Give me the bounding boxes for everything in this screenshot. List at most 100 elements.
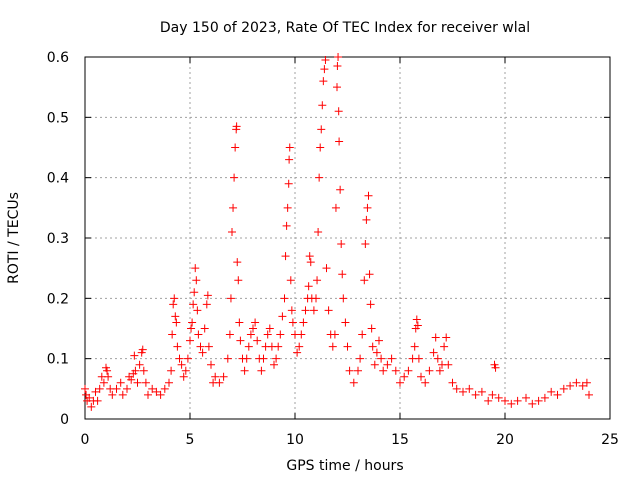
data-point bbox=[337, 240, 346, 249]
data-point bbox=[425, 366, 434, 375]
data-point bbox=[433, 354, 442, 363]
data-point bbox=[95, 384, 104, 393]
data-point bbox=[585, 390, 593, 399]
data-point bbox=[167, 366, 176, 375]
data-point bbox=[281, 252, 290, 261]
data-point bbox=[253, 336, 262, 345]
data-point bbox=[313, 276, 322, 285]
data-point bbox=[566, 381, 575, 390]
data-point bbox=[448, 378, 457, 387]
data-point bbox=[168, 330, 177, 339]
y-axis-ticks: 0 0.1 0.2 0.3 0.4 0.5 0.6 bbox=[47, 50, 610, 428]
data-point bbox=[375, 336, 383, 345]
data-point bbox=[87, 402, 96, 411]
data-point bbox=[540, 393, 549, 402]
x-tick-label: 25 bbox=[601, 432, 619, 448]
data-point bbox=[334, 53, 343, 61]
data-point bbox=[477, 387, 486, 396]
x-tick-label: 0 bbox=[81, 432, 90, 448]
data-point bbox=[91, 387, 100, 396]
data-point bbox=[219, 372, 228, 381]
data-point bbox=[144, 390, 152, 399]
data-point bbox=[410, 342, 419, 351]
data-point bbox=[141, 378, 150, 387]
data-point bbox=[400, 372, 409, 381]
data-point bbox=[133, 378, 142, 387]
data-point bbox=[183, 354, 192, 363]
data-point bbox=[135, 360, 144, 369]
data-point bbox=[333, 83, 341, 92]
data-point bbox=[225, 330, 234, 339]
data-point bbox=[284, 179, 293, 188]
data-point bbox=[364, 191, 373, 200]
data-point bbox=[331, 203, 340, 212]
data-point bbox=[242, 354, 251, 363]
data-point bbox=[274, 342, 283, 351]
data-point bbox=[559, 384, 568, 393]
data-point bbox=[319, 77, 328, 86]
data-point bbox=[265, 324, 274, 333]
data-point bbox=[391, 366, 400, 375]
data-point bbox=[283, 203, 292, 212]
data-point bbox=[513, 396, 522, 405]
data-point bbox=[315, 173, 324, 182]
data-point bbox=[338, 270, 347, 279]
data-point bbox=[285, 143, 294, 152]
data-point bbox=[246, 330, 255, 339]
data-point bbox=[171, 312, 180, 321]
data-point bbox=[188, 318, 197, 327]
data-point bbox=[361, 240, 370, 249]
data-point bbox=[322, 264, 331, 273]
data-point bbox=[343, 342, 352, 351]
data-point bbox=[139, 366, 148, 375]
y-tick-label: 0.5 bbox=[47, 110, 69, 126]
x-tick-label: 5 bbox=[186, 432, 195, 448]
data-point bbox=[339, 294, 348, 303]
data-point bbox=[507, 399, 516, 408]
data-point bbox=[414, 354, 423, 363]
data-point bbox=[295, 342, 304, 351]
x-tick-label: 15 bbox=[391, 432, 409, 448]
y-tick-label: 0.3 bbox=[47, 231, 69, 247]
data-point bbox=[324, 306, 333, 315]
data-point bbox=[160, 384, 169, 393]
data-point bbox=[272, 354, 281, 363]
data-point bbox=[379, 366, 388, 375]
data-point bbox=[387, 354, 396, 363]
data-point bbox=[196, 342, 205, 351]
data-point bbox=[230, 173, 239, 182]
data-point bbox=[191, 264, 200, 273]
data-point bbox=[484, 396, 493, 405]
data-point bbox=[304, 282, 313, 291]
data-point bbox=[372, 348, 381, 357]
data-point bbox=[173, 342, 182, 351]
data-point bbox=[85, 393, 94, 402]
data-point bbox=[236, 336, 245, 345]
data-point bbox=[534, 396, 543, 405]
data-point bbox=[228, 227, 236, 236]
data-point bbox=[288, 318, 297, 327]
x-tick-label: 20 bbox=[496, 432, 514, 448]
data-point bbox=[203, 291, 212, 300]
data-point bbox=[287, 306, 296, 315]
data-point bbox=[452, 384, 461, 393]
data-point bbox=[215, 378, 224, 387]
x-axis-label: GPS time / hours bbox=[286, 458, 403, 474]
data-point bbox=[358, 330, 367, 339]
data-point bbox=[282, 221, 291, 230]
data-point bbox=[435, 366, 444, 375]
data-point bbox=[198, 348, 207, 357]
data-point bbox=[366, 300, 375, 309]
data-point bbox=[177, 360, 186, 369]
data-point bbox=[572, 378, 581, 387]
data-point bbox=[345, 366, 354, 375]
data-point bbox=[108, 390, 117, 399]
data-point bbox=[170, 294, 179, 303]
data-point bbox=[165, 378, 173, 387]
data-point bbox=[99, 378, 108, 387]
data-point bbox=[181, 366, 190, 375]
data-point bbox=[104, 372, 113, 381]
data-point bbox=[301, 306, 310, 315]
data-point bbox=[259, 354, 268, 363]
data-point bbox=[231, 143, 240, 152]
